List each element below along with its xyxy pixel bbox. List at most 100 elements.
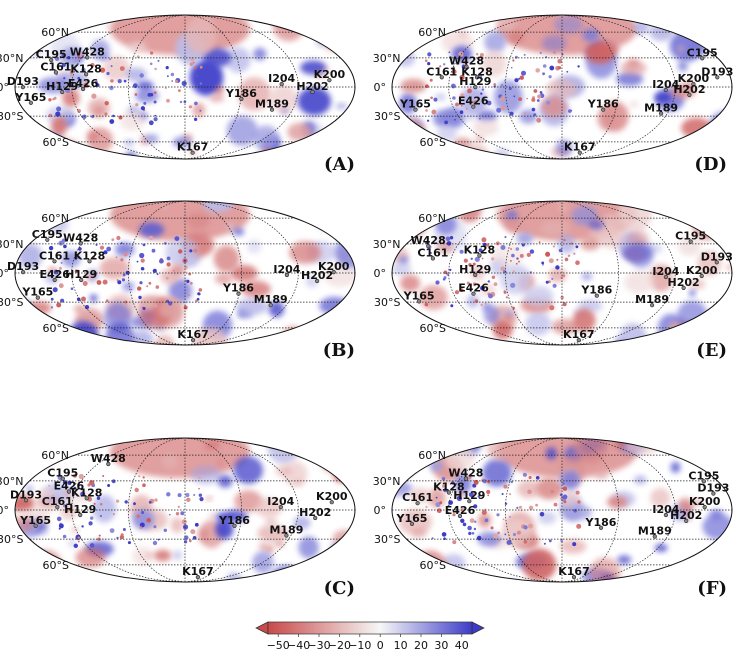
meridian-line xyxy=(448,438,563,582)
anomaly-blob xyxy=(457,201,482,223)
anomaly-blob xyxy=(227,223,235,231)
anomaly-speckle xyxy=(481,237,487,243)
anomaly-speckle xyxy=(526,252,531,257)
anomaly-speckle xyxy=(166,492,171,497)
anomaly-blob xyxy=(483,305,500,325)
anomaly-speckle xyxy=(557,66,562,70)
anomaly-speckle xyxy=(451,69,457,75)
map-outline xyxy=(391,14,733,160)
anomaly-blob xyxy=(154,549,172,562)
anomaly-speckle xyxy=(467,475,472,480)
residue-label-h202: H202 xyxy=(296,80,328,93)
residue-label-k128: K128 xyxy=(70,62,102,75)
anomaly-blob xyxy=(215,85,224,96)
anomaly-blob xyxy=(398,256,409,264)
residue-marker xyxy=(457,513,463,519)
anomaly-speckle xyxy=(509,493,511,495)
anomaly-speckle xyxy=(549,305,555,311)
residue-marker xyxy=(701,479,707,484)
anomaly-speckle xyxy=(516,506,519,509)
anomaly-blob xyxy=(71,146,89,159)
colorbar-extend-low xyxy=(255,621,269,635)
anomaly-speckle xyxy=(186,497,191,502)
residue-marker xyxy=(471,291,476,296)
anomaly-speckle xyxy=(424,59,428,62)
anomaly-blob xyxy=(535,478,564,500)
anomaly-speckle xyxy=(444,120,448,125)
anomaly-blob xyxy=(257,524,289,543)
anomaly-speckle xyxy=(151,248,156,253)
anomaly-speckle xyxy=(109,58,111,60)
anomaly-speckle xyxy=(443,488,448,493)
anomaly-speckle xyxy=(479,53,484,57)
anomaly-blob xyxy=(665,335,686,345)
anomaly-blob xyxy=(297,87,331,116)
anomaly-speckle xyxy=(124,500,128,504)
anomaly-speckle xyxy=(183,305,188,310)
anomaly-blob xyxy=(553,15,583,35)
residue-marker xyxy=(430,256,436,261)
anomaly-blob xyxy=(317,19,337,42)
anomaly-blob xyxy=(26,485,33,493)
anomaly-speckle xyxy=(482,479,487,484)
anomaly-speckle xyxy=(440,236,444,240)
anomaly-speckle xyxy=(112,114,115,118)
anomaly-speckle xyxy=(78,540,80,543)
anomaly-speckle xyxy=(65,88,71,93)
anomaly-speckle xyxy=(100,503,103,506)
anomaly-blob xyxy=(15,556,32,573)
anomaly-blob xyxy=(689,290,696,296)
residue-marker xyxy=(239,96,244,101)
anomaly-blob xyxy=(135,88,159,103)
residue-marker xyxy=(60,89,65,95)
latitude-label: 0° xyxy=(374,267,387,280)
residue-label-k200: K200 xyxy=(314,68,346,81)
anomaly-blob xyxy=(213,245,240,273)
residue-marker xyxy=(652,534,657,539)
anomaly-speckle xyxy=(542,64,547,68)
anomaly-speckle xyxy=(58,266,62,270)
anomaly-speckle xyxy=(94,80,98,84)
anomaly-blob xyxy=(237,77,271,111)
anomaly-speckle xyxy=(198,487,200,490)
anomaly-speckle xyxy=(509,111,514,116)
anomaly-blob xyxy=(540,220,570,237)
anomaly-speckle xyxy=(80,491,86,497)
anomaly-speckle xyxy=(545,251,551,257)
residue-marker xyxy=(313,515,318,521)
anomaly-blob xyxy=(124,151,137,159)
residue-marker xyxy=(315,278,320,284)
residue-marker xyxy=(269,107,275,112)
anomaly-speckle xyxy=(56,106,62,112)
anomaly-blob xyxy=(620,60,647,76)
residue-label-y186: Y186 xyxy=(580,284,612,297)
anomaly-blob xyxy=(508,31,524,44)
residue-marker xyxy=(464,64,469,69)
meridian-line xyxy=(448,201,563,345)
anomaly-speckle xyxy=(78,473,84,480)
anomaly-speckle xyxy=(117,280,122,285)
anomaly-blob xyxy=(493,320,513,340)
anomaly-blob xyxy=(650,488,671,508)
anomaly-blob xyxy=(476,110,497,122)
anomaly-speckle xyxy=(486,100,492,106)
latitude-label: 30°S xyxy=(374,533,400,546)
anomaly-blob xyxy=(400,78,427,93)
residue-label-k200: K200 xyxy=(316,490,348,503)
anomaly-speckle xyxy=(553,51,556,54)
latitude-label: 0° xyxy=(374,504,387,517)
anomaly-speckle xyxy=(74,269,79,273)
anomaly-speckle xyxy=(543,542,546,545)
anomaly-speckle xyxy=(474,256,480,262)
colorbar-tick-label: −20 xyxy=(328,639,351,652)
anomaly-blob xyxy=(392,261,412,276)
residue-marker xyxy=(699,273,704,279)
anomaly-speckle xyxy=(466,281,470,285)
anomaly-speckle xyxy=(102,279,108,285)
residue-label-m189: M189 xyxy=(635,293,669,306)
latitude-label: 0° xyxy=(0,267,9,280)
anomaly-blob xyxy=(500,263,531,295)
anomaly-speckle xyxy=(526,97,528,100)
